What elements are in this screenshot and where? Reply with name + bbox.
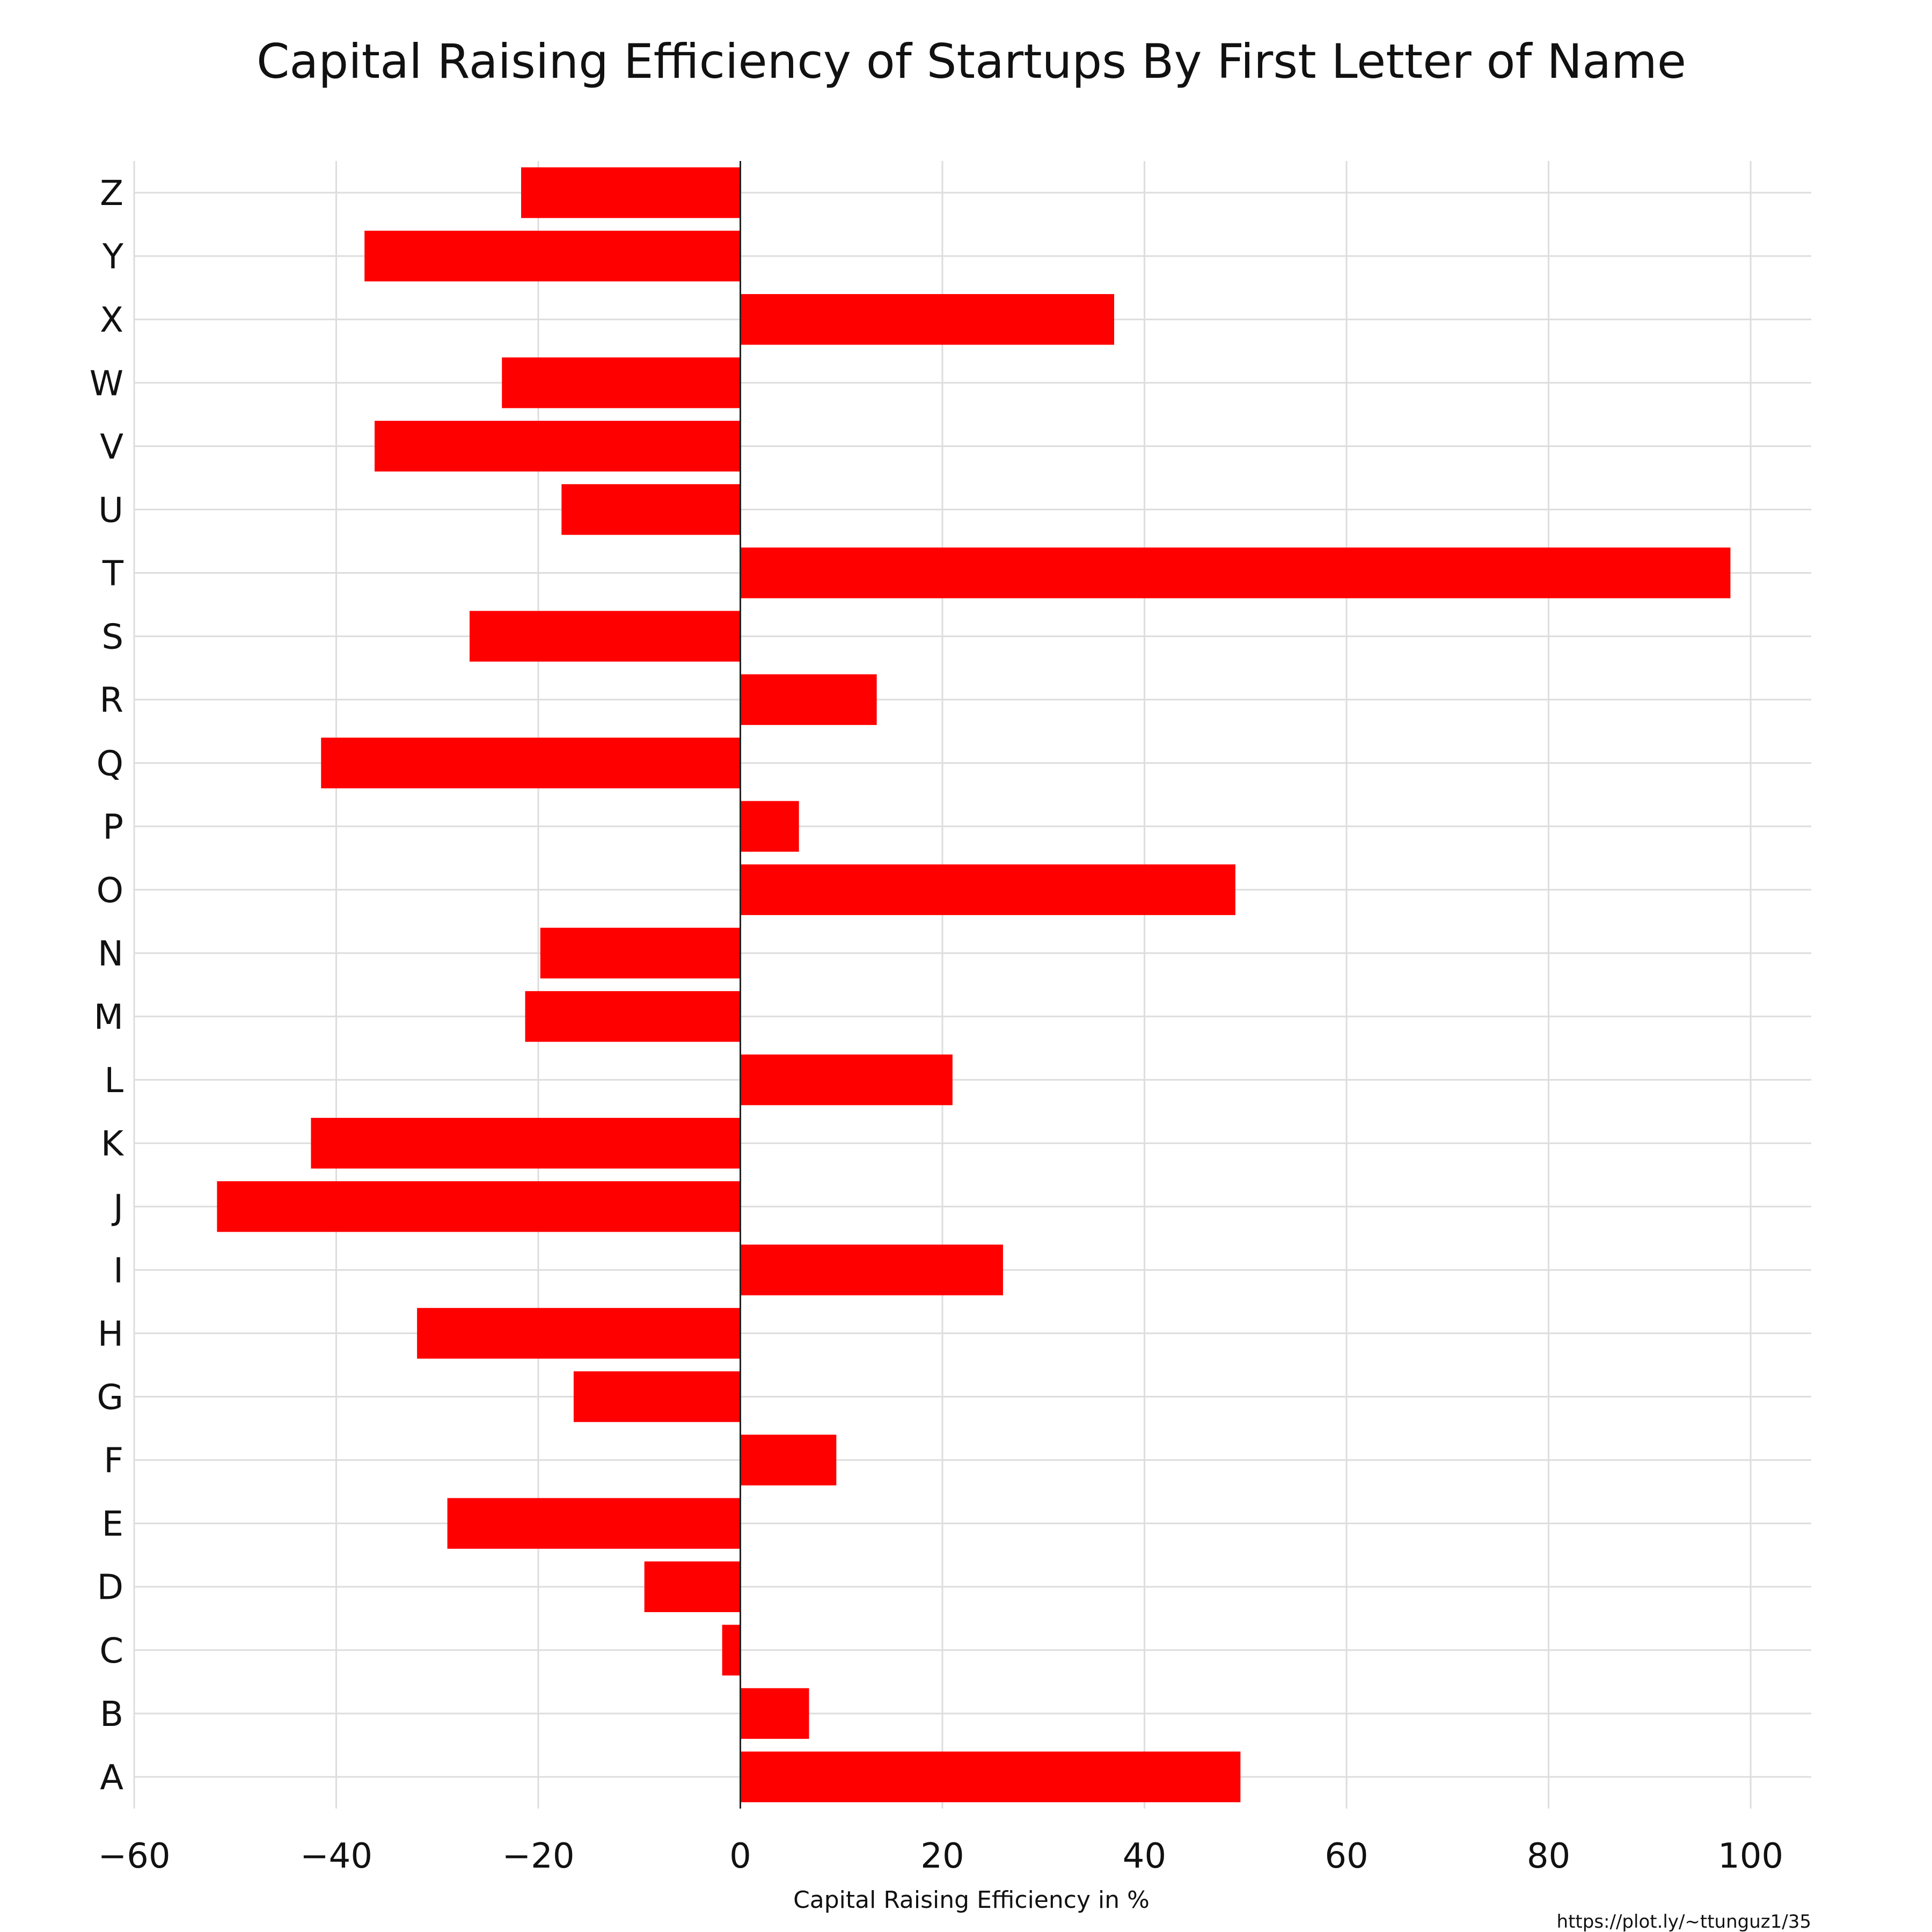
bar-B (740, 1688, 809, 1739)
y-tick-label: C (99, 1631, 123, 1671)
x-tick-label: −60 (98, 1836, 170, 1876)
bar-K (311, 1117, 741, 1169)
bar-J (217, 1181, 741, 1232)
x-tick-labels: −60 −40 −20 0 20 40 60 80 100 (98, 1836, 1783, 1876)
bar-Y (364, 230, 741, 282)
bar-F (740, 1435, 837, 1485)
x-tick-label: −40 (300, 1836, 372, 1876)
bar-P (740, 801, 799, 852)
bar-O (740, 864, 1235, 916)
bar-A (740, 1751, 1241, 1803)
bar-Z (521, 167, 741, 218)
bar-H (417, 1308, 741, 1359)
bar-T (740, 547, 1731, 598)
y-tick-label: G (97, 1378, 123, 1418)
y-tick-label: U (98, 491, 123, 530)
bar-Q (321, 737, 741, 788)
y-tick-label: B (100, 1695, 123, 1735)
bar-C (722, 1624, 741, 1676)
bar-G (573, 1371, 741, 1422)
y-tick-label: D (97, 1568, 123, 1608)
bar-N (540, 927, 741, 979)
y-tick-label: N (98, 934, 123, 974)
bar-I (740, 1245, 1003, 1296)
x-tick-label: 0 (729, 1836, 751, 1876)
y-tick-label: A (100, 1758, 123, 1798)
y-tick-label: J (111, 1188, 123, 1227)
y-tick-label: O (97, 871, 123, 911)
bar-U (561, 484, 741, 535)
bar-R (740, 674, 877, 725)
y-tick-label: X (100, 301, 123, 340)
y-tick-label: M (94, 998, 123, 1037)
bar-X (740, 294, 1115, 345)
bar-D (644, 1561, 741, 1612)
bars (217, 167, 1731, 1803)
x-tick-label: 40 (1123, 1836, 1166, 1876)
y-tick-label: S (101, 618, 123, 657)
x-tick-label: −20 (502, 1836, 574, 1876)
y-tick-label: Q (97, 744, 123, 784)
source-credit: https://plot.ly/~ttunguz1/35 (1557, 1911, 1811, 1932)
x-tick-label: 100 (1718, 1836, 1783, 1876)
chart-title: Capital Raising Efficiency of Startups B… (257, 34, 1686, 89)
y-tick-label: W (90, 364, 123, 404)
y-tick-label: V (100, 427, 123, 467)
x-tick-label: 20 (920, 1836, 964, 1876)
bar-E (447, 1498, 741, 1549)
x-tick-label: 60 (1324, 1836, 1368, 1876)
bar-M (525, 991, 741, 1042)
bar-W (502, 357, 741, 408)
y-tick-label: H (98, 1314, 123, 1354)
bar-V (375, 421, 741, 472)
y-tick-label: T (102, 554, 124, 594)
grid-lines (133, 161, 1811, 1809)
y-tick-label: K (101, 1124, 125, 1164)
bar-L (740, 1054, 953, 1106)
y-tick-label: E (102, 1505, 123, 1545)
y-tick-label: P (103, 808, 123, 847)
x-axis-title: Capital Raising Efficiency in % (793, 1886, 1150, 1914)
y-tick-label: Z (100, 174, 123, 214)
bar-S (470, 611, 741, 662)
y-tick-label: Y (102, 237, 124, 277)
x-tick-label: 80 (1527, 1836, 1570, 1876)
y-tick-label: L (104, 1061, 123, 1101)
y-tick-label: F (104, 1441, 123, 1481)
y-tick-label: I (113, 1251, 123, 1291)
y-tick-label: R (100, 681, 123, 721)
